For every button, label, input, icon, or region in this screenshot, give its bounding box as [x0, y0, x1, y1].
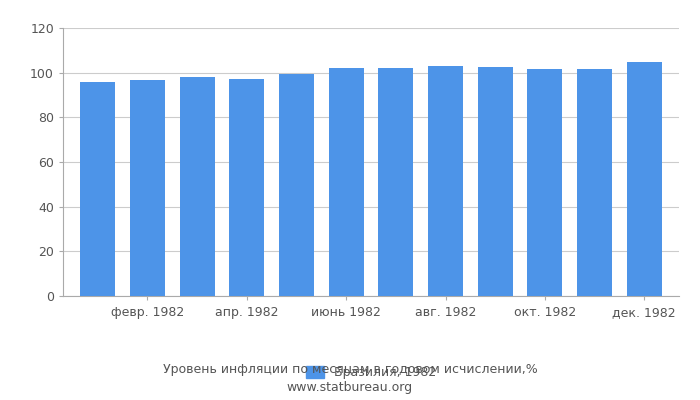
Bar: [180, 77, 214, 296]
Bar: [379, 68, 413, 296]
Bar: [130, 80, 164, 296]
Legend: Бразилия, 1982: Бразилия, 1982: [300, 361, 442, 384]
Bar: [230, 79, 264, 296]
Bar: [279, 74, 314, 296]
Bar: [478, 67, 512, 296]
Text: www.statbureau.org: www.statbureau.org: [287, 382, 413, 394]
Bar: [80, 82, 116, 296]
Bar: [578, 69, 612, 296]
Text: Уровень инфляции по месяцам в годовом исчислении,%: Уровень инфляции по месяцам в годовом ис…: [162, 364, 538, 376]
Bar: [528, 69, 562, 296]
Bar: [428, 66, 463, 296]
Bar: [329, 68, 363, 296]
Bar: [626, 62, 662, 296]
